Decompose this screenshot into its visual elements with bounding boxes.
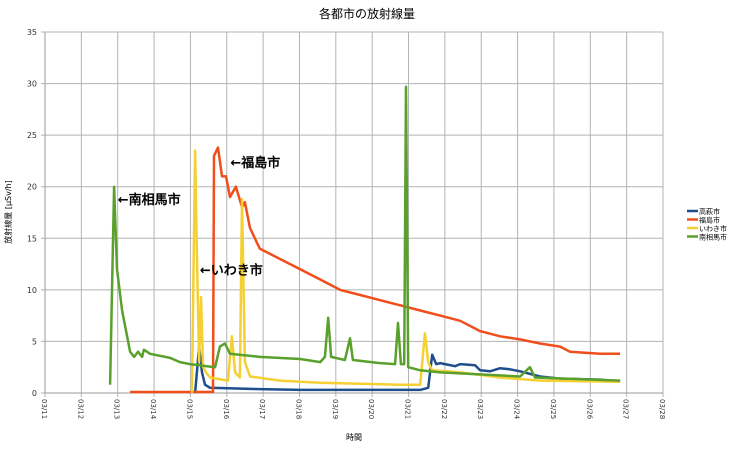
legend-label: 南相馬市 [699,233,727,242]
x-tick-label: 03/12 [76,399,84,419]
x-axis-label: 時間 [346,433,362,442]
annotation-label: ←いわき市 [200,262,263,278]
x-tick-label: 03/14 [149,399,157,420]
legend-label: 高萩市 [699,207,720,216]
x-tick-label: 03/22 [440,399,448,419]
legend-label: 福島市 [699,216,720,225]
y-axis-label: 放射線量 [μSv/h] [3,180,13,243]
x-tick-label: 03/16 [222,399,230,420]
tick-labels: 0 5 10 15 20 25 30 35 03/11 03/12 03/13 03/14 03/15 0… [27,28,666,420]
series-line-2 [190,149,621,394]
annotation-label: ←南相馬市 [118,192,181,208]
series-line-0 [193,345,621,394]
series-lines [108,85,621,394]
x-tick-label: 03/21 [404,399,412,419]
y-tick-label: 25 [27,131,37,140]
x-tick-label: 03/28 [658,399,666,419]
x-tick-label: 03/17 [258,399,266,419]
y-tick-label: 10 [27,286,37,295]
x-tick-label: 03/26 [585,399,593,420]
x-tick-label: 03/24 [513,399,521,420]
y-tick-label: 5 [32,337,37,346]
x-tick-label: 03/15 [185,399,193,419]
annotation-label: ←福島市 [230,155,280,171]
x-tick-label: 03/27 [622,399,630,419]
x-tick-label: 03/20 [367,399,375,419]
x-tick-label: 03/13 [113,399,121,419]
y-tick-label: 20 [27,183,37,192]
annotations: ←南相馬市 ←福島市 ←いわき市 [118,155,281,278]
x-tick-label: 03/11 [40,399,48,419]
series-line-1 [130,146,621,394]
legend-label: いわき市 [699,224,727,233]
chart-title: 各都市の放射線量 [319,6,415,21]
y-tick-label: 0 [32,389,37,398]
x-tick-label: 03/25 [549,399,557,419]
y-tick-label: 35 [27,28,37,37]
x-tick-label: 03/18 [294,399,302,419]
x-tick-label: 03/19 [331,399,339,419]
x-tick-label: 03/23 [476,399,484,419]
grid [41,31,664,397]
y-tick-label: 30 [27,80,37,89]
y-tick-label: 15 [27,234,37,243]
series-line-3 [108,85,621,385]
